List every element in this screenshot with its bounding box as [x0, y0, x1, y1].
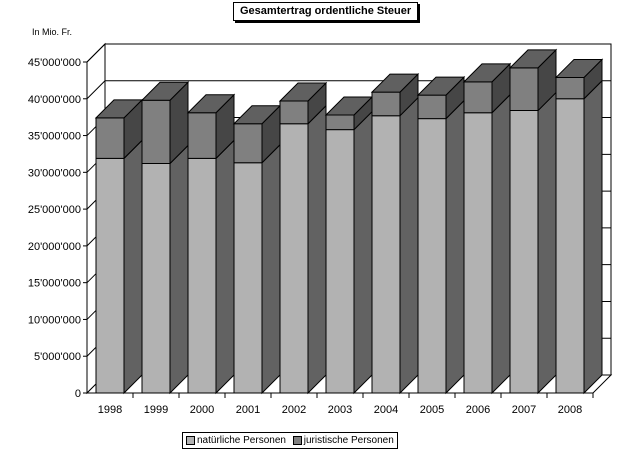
- legend-label-natuerliche: natürliche Personen: [197, 435, 286, 446]
- bar-segment-juristische-2008: [555, 76, 585, 100]
- legend-item-natuerliche: natürliche Personen: [186, 433, 286, 448]
- gridline-side: [86, 43, 106, 63]
- legend-item-juristische: juristische Personen: [292, 433, 394, 448]
- bar-segment-natuerliche-2006: [463, 112, 493, 394]
- y-axis-unit-label: In Mio. Fr.: [32, 27, 73, 37]
- x-tick-label-2003: 2003: [328, 404, 352, 416]
- legend-label-juristische: juristische Personen: [303, 435, 394, 446]
- x-tick-label-2000: 2000: [190, 404, 214, 416]
- bar-segment-natuerliche-1999: [141, 163, 171, 394]
- bar-segment-juristische-1998: [95, 117, 125, 159]
- bar-top-2005: [416, 76, 466, 96]
- bar-side-natuerliche-2001: [261, 143, 281, 395]
- bar-side-natuerliche-1998: [123, 139, 143, 395]
- bar-segment-juristische-2000: [187, 112, 217, 159]
- bar-side-natuerliche-2008: [583, 79, 603, 395]
- y-tick-label: 35'000'000: [28, 131, 81, 143]
- x-tick-label-2004: 2004: [374, 404, 398, 416]
- bar-segment-juristische-2007: [509, 67, 539, 112]
- bar-top-2006: [462, 63, 512, 83]
- bar-segment-natuerliche-2001: [233, 162, 263, 394]
- bar-segment-natuerliche-2007: [509, 110, 539, 394]
- bar-segment-juristische-2003: [325, 114, 355, 131]
- bar-segment-natuerliche-2005: [417, 118, 447, 394]
- x-tick-label-2008: 2008: [558, 404, 582, 416]
- x-tick-label-1999: 1999: [144, 404, 168, 416]
- bar-side-natuerliche-2000: [215, 139, 235, 395]
- bar-segment-natuerliche-2008: [555, 98, 585, 394]
- bar-segment-juristische-2005: [417, 94, 447, 120]
- bar-top-2000: [186, 94, 236, 114]
- bar-top-2004: [370, 73, 420, 93]
- bar-side-natuerliche-2002: [307, 104, 327, 395]
- bar-side-natuerliche-2005: [445, 99, 465, 395]
- x-tick-label-2001: 2001: [236, 404, 260, 416]
- bar-segment-juristische-2001: [233, 123, 263, 164]
- bar-segment-natuerliche-2002: [279, 123, 309, 394]
- bar-segment-natuerliche-1998: [95, 157, 125, 394]
- chart-title: Gesamtertrag ordentliche Steuer: [233, 2, 419, 21]
- bar-segment-natuerliche-2000: [187, 157, 217, 394]
- bar-segment-juristische-2002: [279, 100, 309, 125]
- y-tick-label: 30'000'000: [28, 167, 81, 179]
- x-tick-label-1998: 1998: [98, 404, 122, 416]
- bar-segment-juristische-2004: [371, 91, 401, 117]
- bar-top-2008: [554, 58, 604, 78]
- bar-side-natuerliche-1999: [169, 144, 189, 395]
- y-tick-label: 10'000'000: [28, 314, 81, 326]
- bar-side-natuerliche-2004: [399, 96, 419, 395]
- bar-segment-juristische-2006: [463, 81, 493, 114]
- y-tick-label: 5'000'000: [34, 351, 81, 363]
- bar-top-2002: [278, 82, 328, 102]
- gridline-side: [86, 80, 106, 100]
- y-tick-label: 25'000'000: [28, 204, 81, 216]
- bar-segment-juristische-1999: [141, 99, 171, 165]
- legend: natürliche Personen juristische Personen: [182, 432, 398, 449]
- x-tick-label-2007: 2007: [512, 404, 536, 416]
- x-tick-label-2002: 2002: [282, 404, 306, 416]
- bar-top-2007: [508, 49, 558, 69]
- y-tick-label: 15'000'000: [28, 278, 81, 290]
- y-tick-label: 45'000'000: [28, 57, 81, 69]
- y-tick-label: 0: [75, 388, 81, 400]
- legend-swatch-juristische: [292, 436, 302, 445]
- bar-side-natuerliche-2003: [353, 110, 373, 395]
- bar-side-natuerliche-2006: [491, 93, 511, 395]
- bar-segment-natuerliche-2004: [371, 115, 401, 394]
- bar-top-1999: [140, 81, 190, 101]
- y-tick-label: 40'000'000: [28, 94, 81, 106]
- bar-side-natuerliche-2007: [537, 91, 557, 395]
- x-tick-label-2005: 2005: [420, 404, 444, 416]
- x-tick-label-2006: 2006: [466, 404, 490, 416]
- y-tick-label: 20'000'000: [28, 241, 81, 253]
- legend-swatch-natuerliche: [186, 436, 195, 445]
- bar-segment-natuerliche-2003: [325, 129, 355, 394]
